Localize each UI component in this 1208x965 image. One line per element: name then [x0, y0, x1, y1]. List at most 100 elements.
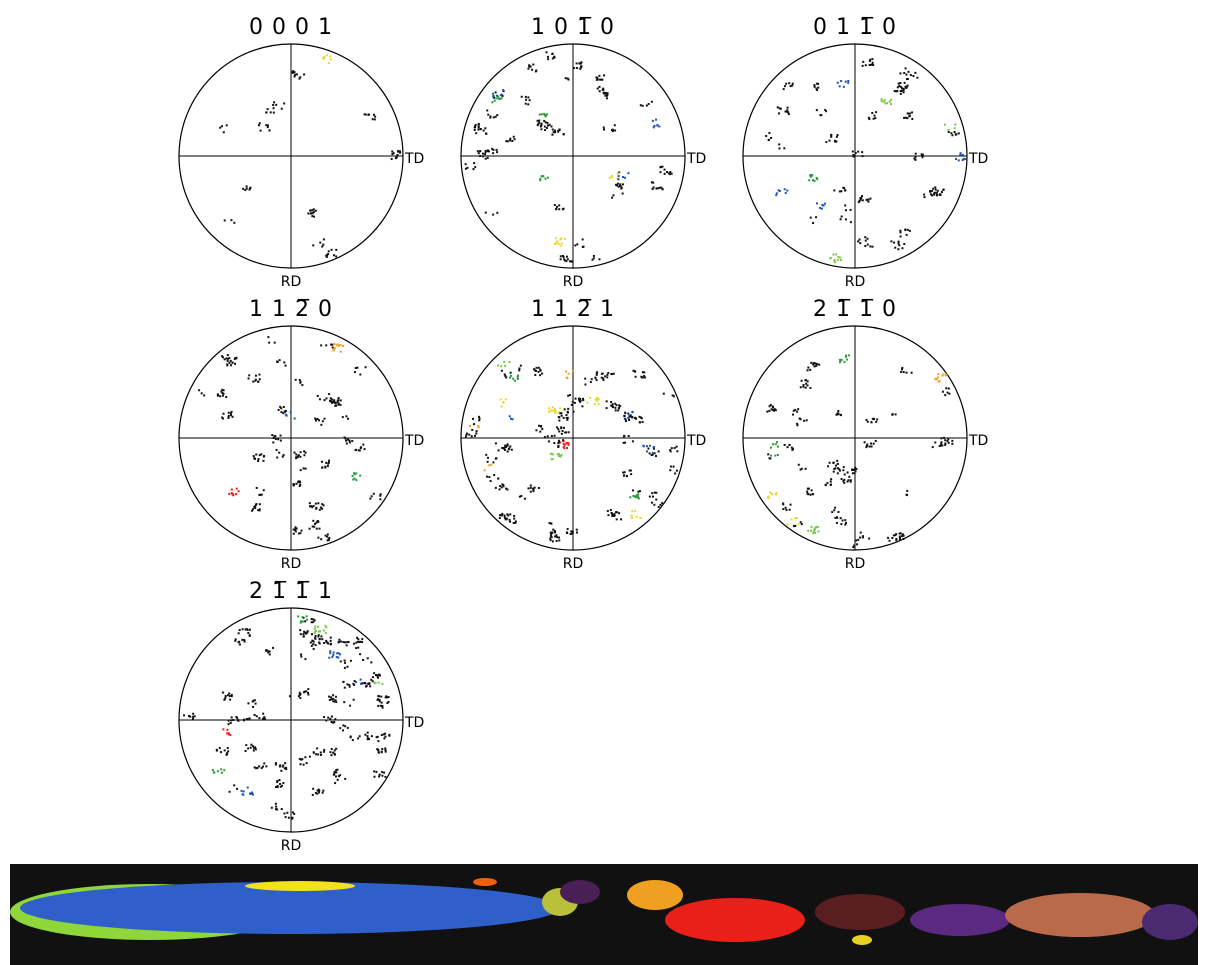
pole-dot	[536, 119, 539, 122]
pole-dot	[631, 411, 634, 414]
pole-dot	[256, 766, 259, 769]
pole-dot	[648, 444, 651, 447]
pole-dot	[238, 643, 241, 646]
pole-dot	[858, 238, 861, 241]
pole-dot	[551, 52, 554, 55]
pole-dot	[330, 248, 333, 251]
pole-dot	[870, 442, 873, 445]
pole-dot	[341, 416, 344, 419]
pole-dot	[797, 463, 800, 466]
pole-dot	[345, 439, 348, 442]
pole-dot	[769, 491, 772, 494]
pole-dot	[859, 242, 862, 245]
pole-dot	[498, 488, 501, 491]
pole-dot	[486, 460, 489, 463]
pole-dot	[285, 766, 288, 769]
pole-dot	[854, 470, 857, 473]
pole-dot	[669, 469, 672, 472]
pole-dot	[353, 477, 356, 480]
pole-dot	[295, 73, 298, 76]
pole-dot	[550, 435, 553, 438]
pole-dot	[623, 414, 626, 417]
pole-dot	[888, 100, 891, 103]
pole-dot	[337, 397, 340, 400]
pole-dot	[843, 481, 846, 484]
pole-dot	[579, 397, 582, 400]
pole-dot	[265, 124, 268, 127]
pole-dot	[604, 94, 607, 97]
pole-dot	[327, 462, 330, 465]
pole-dot	[786, 446, 789, 449]
pole-dot	[313, 627, 316, 630]
pole-dot	[852, 154, 855, 157]
pole-dot	[557, 444, 560, 447]
pole-dot	[602, 88, 605, 91]
pole-dot	[901, 87, 904, 90]
pole-dot	[231, 361, 234, 364]
pole-dot	[622, 435, 625, 438]
pole-dot	[353, 642, 356, 645]
pole-dot	[363, 682, 366, 685]
pole-dot	[318, 789, 321, 792]
pole-dot	[605, 407, 608, 410]
pole-dot	[242, 187, 245, 190]
pole-dot	[316, 418, 319, 421]
pole-dot	[883, 99, 886, 102]
pole-dot	[312, 640, 315, 643]
pole-dot	[513, 379, 516, 382]
pole-dot	[546, 124, 549, 127]
pole-dot	[292, 484, 295, 487]
pole-dot	[191, 717, 194, 720]
pole-dot	[595, 372, 598, 375]
pole-dot	[908, 115, 911, 118]
pole-dot	[494, 115, 497, 118]
pole-dot	[558, 419, 561, 422]
pole-dot	[330, 754, 333, 757]
pole-dot	[279, 439, 282, 442]
pole-dot	[792, 413, 795, 416]
pole-dot	[353, 683, 356, 686]
pole-dot	[557, 242, 560, 245]
pole-dot	[276, 785, 279, 788]
pole-dot	[274, 438, 277, 441]
pole-dot	[299, 697, 302, 700]
pole-dot	[222, 392, 225, 395]
pole-dot	[632, 494, 635, 497]
pole-dot	[359, 447, 362, 450]
pole-dot	[258, 373, 261, 376]
pole-dot	[258, 122, 261, 125]
pole-dot	[293, 451, 296, 454]
pole-dot	[385, 695, 388, 698]
pole-dot	[672, 465, 675, 468]
pole-dot	[809, 493, 812, 496]
pole-dot	[843, 473, 846, 476]
pole-dot	[492, 116, 495, 119]
pole-dot	[317, 625, 320, 628]
pole-dot	[504, 444, 507, 447]
pole-dot	[773, 408, 776, 411]
pole-dot	[337, 641, 340, 644]
pole-dot	[500, 486, 503, 489]
pole-dot	[492, 92, 495, 95]
grain	[852, 935, 872, 945]
pole-dot	[379, 493, 382, 496]
pole-dot	[391, 153, 394, 156]
pole-dot	[663, 168, 666, 171]
pole-dot	[279, 764, 282, 767]
pole-dot	[497, 449, 500, 452]
pole-dot	[627, 416, 630, 419]
pole-dot	[568, 260, 571, 263]
pole-dot	[473, 128, 476, 131]
pole-dot	[267, 650, 270, 653]
pole-dot	[559, 258, 562, 261]
pole-dot	[611, 373, 614, 376]
pole-dot	[595, 78, 598, 81]
pole-dot	[884, 102, 887, 105]
pole-dot	[661, 165, 664, 168]
pole-dot	[804, 386, 807, 389]
pole-dot	[770, 493, 773, 496]
pole-dot	[364, 366, 367, 369]
pole-dot	[838, 358, 841, 361]
pole-dot	[315, 527, 318, 530]
